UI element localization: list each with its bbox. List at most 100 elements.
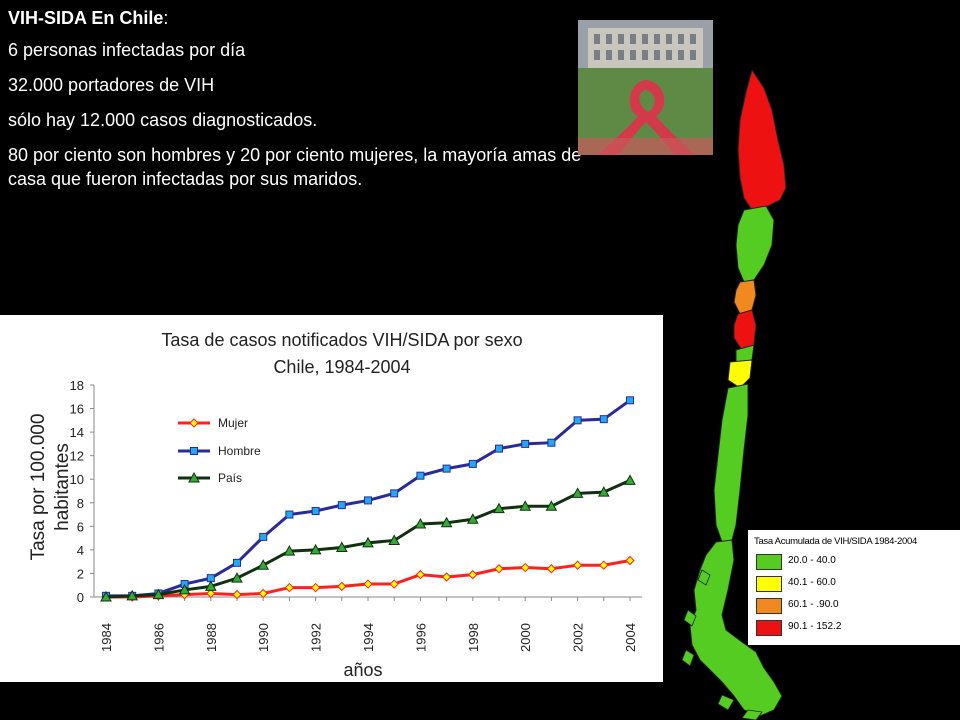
pais-point	[597, 486, 610, 497]
y-tick-label: 2	[77, 566, 84, 581]
mujer-point	[468, 569, 478, 580]
chart-axes: 0 2 4 6 8 10 12 14 16 18 1984 1986 1988 1990 1992 1994 1…	[70, 378, 642, 652]
x-tick-label: 2002	[571, 623, 586, 652]
map-legend-title: Tasa Acumulada de VIH/SIDA 1984-2004	[754, 536, 917, 547]
chart-title-line-1: Tasa de casos notificados VIH/SIDA por s…	[161, 330, 522, 350]
y-tick-label: 4	[77, 543, 84, 558]
mujer-point	[572, 560, 583, 570]
map-legend: Tasa Acumulada de VIH/SIDA 1984-2004 20.…	[748, 530, 960, 645]
map-legend-swatch	[756, 554, 782, 570]
map-legend-label: 40.1 - 60.0	[788, 577, 836, 588]
fact-line-3: sólo hay 12.000 casos diagnosticados.	[8, 110, 318, 130]
hombre-point	[311, 507, 320, 516]
mujer-point	[441, 572, 452, 582]
map-region-green-south	[713, 383, 749, 543]
map-region-orange	[733, 279, 757, 315]
pais-point	[231, 572, 243, 583]
slide-title-colon: :	[163, 8, 169, 28]
map-region-green-center	[735, 344, 755, 363]
mujer-point	[599, 560, 609, 570]
pais-point	[362, 536, 374, 548]
pais-point	[178, 583, 191, 595]
mujer-point	[389, 579, 399, 589]
hombre-point	[521, 439, 530, 448]
pais-point	[466, 513, 479, 524]
hombre-point	[573, 416, 582, 425]
hombre-point	[495, 444, 503, 453]
mujer-point	[546, 564, 557, 574]
y-axis-label-line-2: habitantes	[52, 443, 73, 531]
y-tick-label: 14	[70, 425, 84, 440]
fact-line-1: 6 personas infectadas por día	[8, 40, 246, 60]
mujer-point	[494, 564, 504, 574]
mujer-point	[284, 582, 295, 593]
hombre-point	[416, 471, 425, 480]
x-tick-label: 1988	[204, 623, 219, 652]
mujer-point	[415, 569, 426, 580]
hombre-point	[233, 558, 241, 567]
pais-point	[204, 580, 217, 591]
mujer-point	[310, 582, 321, 593]
fact-paragraph: 80 por ciento son hombres y 20 por cient…	[8, 145, 582, 189]
y-tick-label: 18	[70, 378, 84, 393]
hombre-point	[442, 464, 451, 473]
hombre-point	[390, 489, 399, 498]
pais-point	[100, 590, 112, 602]
map-region-red-north	[737, 70, 787, 211]
mujer-point	[337, 581, 347, 592]
hombre-point	[547, 438, 556, 447]
map-islands	[682, 569, 763, 720]
y-axis-label-line-1: Tasa por 100.000	[28, 414, 49, 561]
x-axis-label: años	[343, 660, 382, 680]
map-legend-label: 90.1 - 152.2	[788, 621, 842, 632]
mujer-point	[189, 418, 199, 428]
slide-text: VIH-SIDA En Chile: 6 personas infectadas…	[8, 6, 593, 191]
map-region-yellow	[727, 359, 753, 389]
map-region-green-north	[735, 205, 775, 283]
line-chart: Tasa de casos notificados VIH/SIDA por s…	[28, 330, 642, 680]
pais-point	[335, 541, 348, 553]
hombre-point	[364, 496, 372, 505]
x-tick-label: 1986	[151, 623, 166, 652]
pais-point	[571, 487, 584, 498]
x-tick-label: 1990	[256, 623, 271, 652]
legend-label: País	[218, 471, 242, 485]
y-tick-label: 8	[77, 496, 84, 511]
pais-point	[283, 545, 296, 556]
x-tick-label: 1996	[413, 623, 428, 652]
map-legend-label: 60.1 - .90.0	[788, 599, 839, 610]
pais-point	[519, 500, 532, 511]
hombre-point	[259, 532, 268, 541]
chart-legend: Mujer Hombre País	[178, 416, 261, 485]
mujer-point	[625, 555, 635, 566]
x-tick-label: 1984	[99, 623, 114, 652]
slide-title: VIH-SIDA En Chile:	[8, 6, 593, 30]
mujer-point	[206, 588, 216, 599]
pais-point	[545, 500, 558, 511]
pais-point	[152, 588, 165, 600]
legend-label: Mujer	[218, 416, 248, 430]
x-tick-label: 2004	[623, 623, 638, 652]
y-tick-label: 12	[70, 449, 84, 464]
pais-point	[624, 474, 636, 485]
pais-point	[493, 502, 505, 514]
pais-point	[126, 589, 139, 601]
pais-point	[309, 543, 322, 555]
map-legend-label: 20.0 - 40.0	[788, 555, 836, 566]
pais-point	[188, 471, 200, 483]
hombre-point	[285, 510, 294, 519]
legend-label: Hombre	[218, 444, 261, 458]
mujer-point	[258, 588, 268, 599]
map-region-red-center	[733, 309, 757, 351]
y-tick-label: 10	[70, 472, 84, 487]
mujer-point	[363, 579, 373, 589]
y-tick-label: 16	[70, 402, 84, 417]
aids-ribbon-crowd-photo	[578, 20, 713, 155]
map-legend-swatch	[756, 620, 782, 636]
map-legend-swatch	[756, 598, 782, 614]
chile-regions-map	[682, 70, 787, 720]
chart-series	[100, 396, 636, 602]
chart-panel: Tasa de casos notificados VIH/SIDA por s…	[0, 315, 663, 682]
x-tick-label: 1994	[361, 623, 376, 652]
chart-title-line-2: Chile, 1984-2004	[273, 357, 410, 377]
